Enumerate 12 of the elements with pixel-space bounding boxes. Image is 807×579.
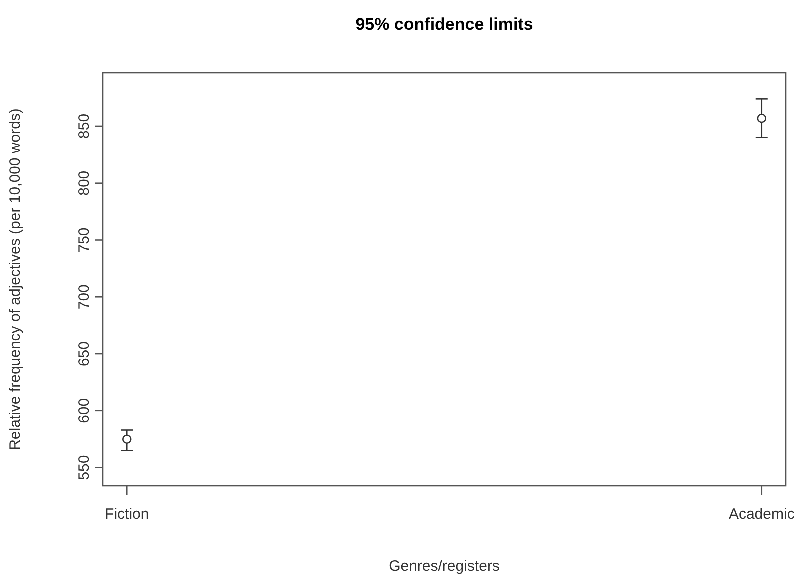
y-tick-label: 700: [76, 284, 93, 310]
y-tick-label: 850: [76, 114, 93, 139]
y-tick-label: 650: [76, 342, 93, 367]
x-axis-title: Genres/registers: [389, 558, 500, 575]
y-axis-title: Relative frequency of adjectives (per 10,000 words): [7, 108, 24, 450]
x-tick-label: Fiction: [105, 506, 150, 523]
x-tick-label: Academic: [728, 506, 796, 523]
y-tick-label: 600: [76, 398, 93, 424]
chart-title: 95% confidence limits: [356, 15, 534, 34]
y-tick-label: 800: [76, 170, 93, 196]
y-tick-label: 750: [76, 228, 93, 253]
y-tick-label: 550: [76, 455, 93, 480]
